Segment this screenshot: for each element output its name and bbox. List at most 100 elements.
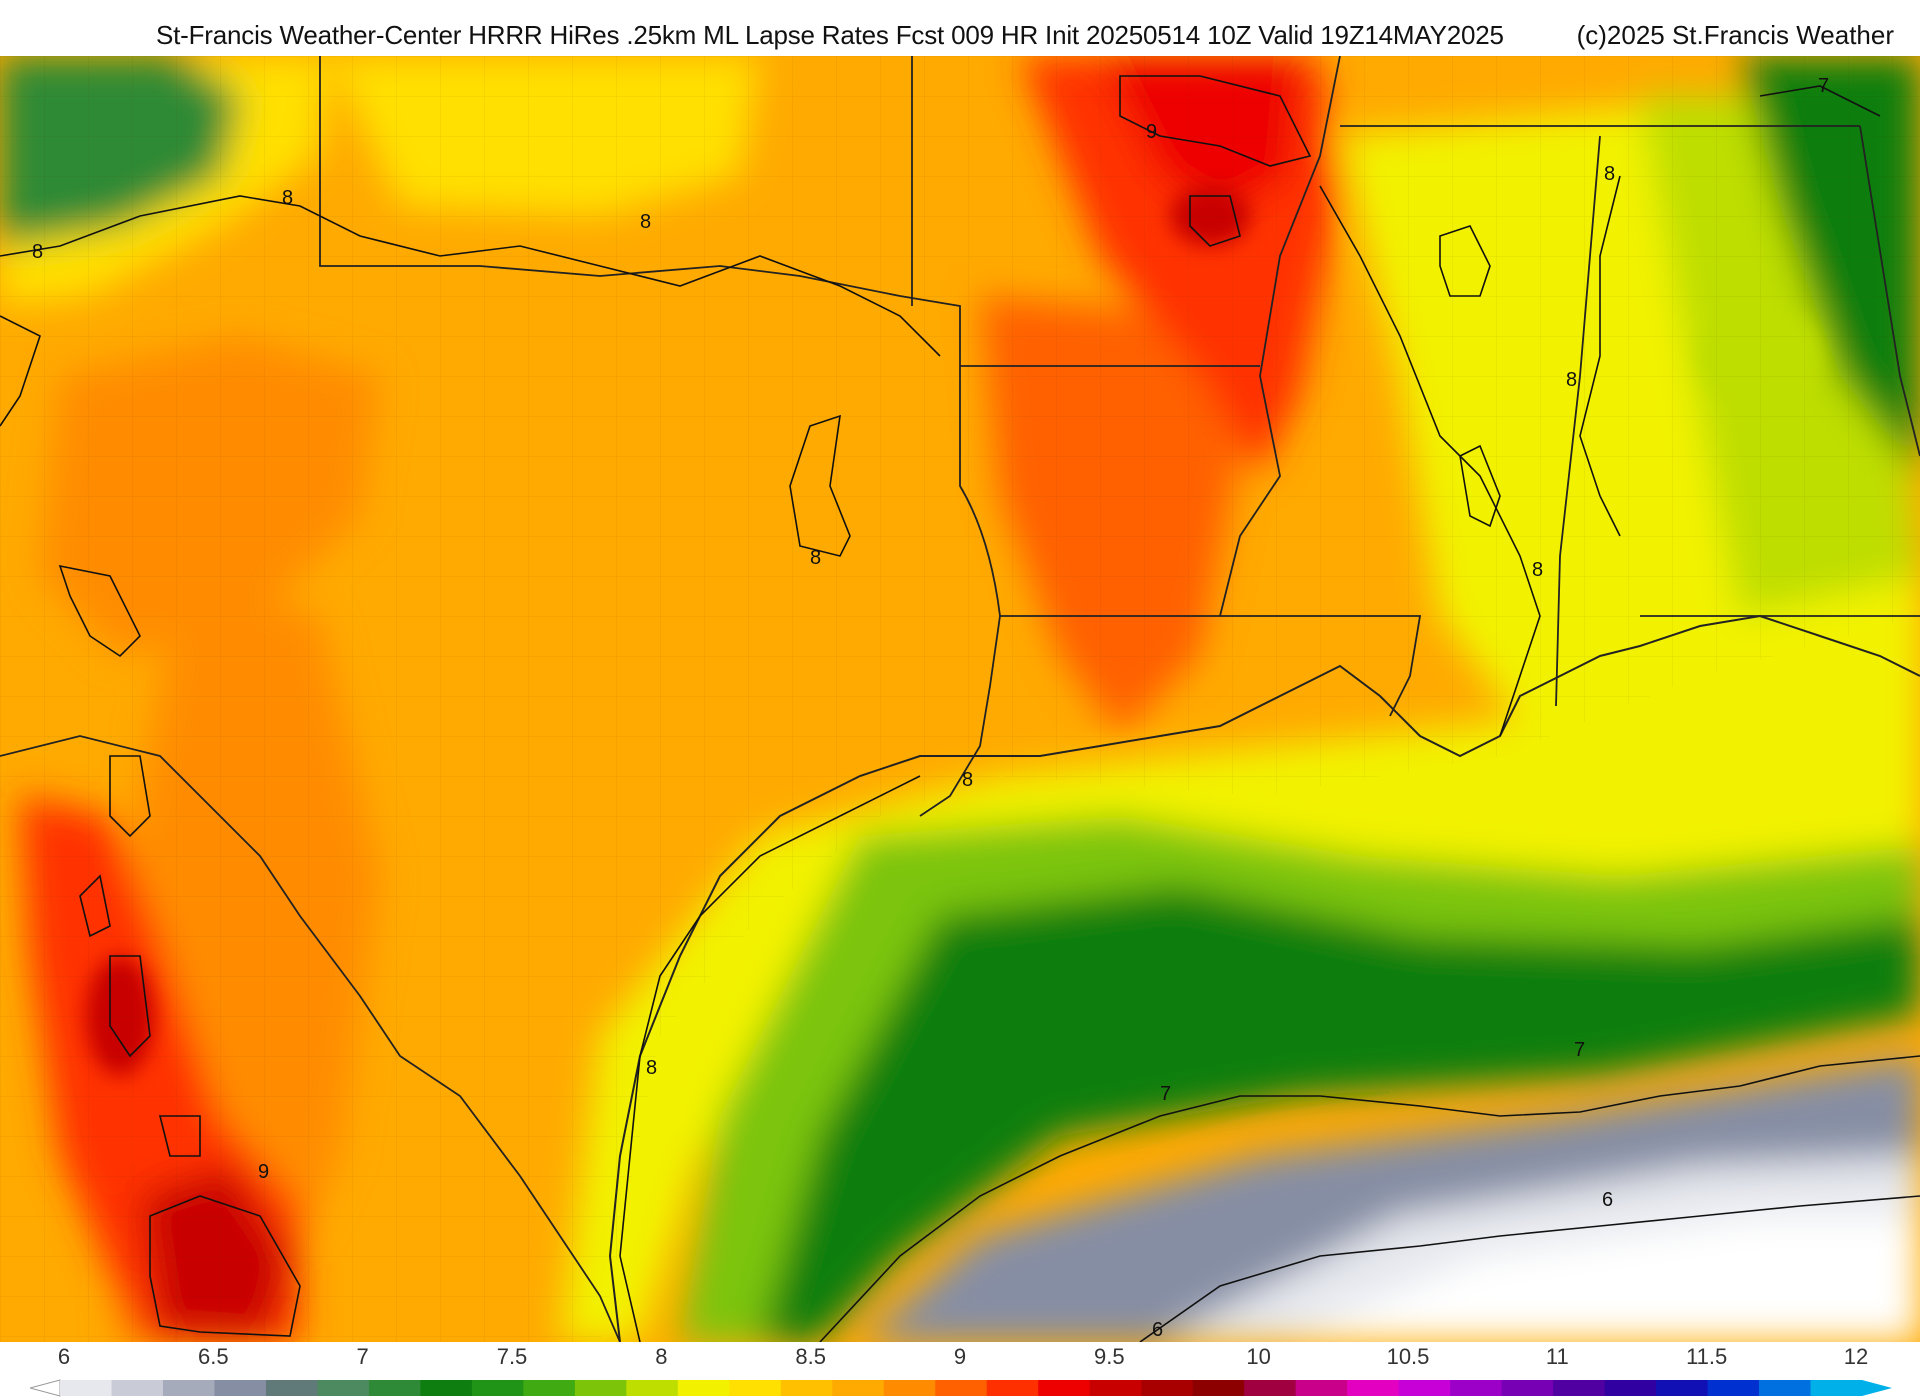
contour-8-tx-coast <box>619 775 921 1342</box>
legend-swatch <box>1347 1380 1400 1396</box>
lapse-rate-map: 8 8 8 9 8 7 8 8 8 8 8 9 7 7 6 6 <box>0 56 1920 1342</box>
border-texas-oklahoma <box>319 196 1001 817</box>
contour-label: 9 <box>1146 121 1157 143</box>
field-green-gulf <box>760 886 1920 1342</box>
contour-8-ms-blob <box>1439 225 1491 297</box>
legend-tick-label: 8.5 <box>795 1344 826 1369</box>
legend-swatch <box>883 1380 936 1396</box>
legend-swatch <box>729 1380 782 1396</box>
legend-swatch <box>1501 1380 1554 1396</box>
legend-swatch <box>1038 1380 1091 1396</box>
contour-label: 9 <box>258 1161 269 1183</box>
contour-label: 8 <box>810 547 821 569</box>
contour-8-mexico-loop <box>109 755 151 838</box>
legend-swatch <box>1604 1380 1657 1396</box>
legend-swatch <box>677 1380 730 1396</box>
legend-tick-label: 6.5 <box>198 1344 229 1369</box>
legend-swatch <box>1089 1380 1142 1396</box>
contour-label: 8 <box>32 241 43 263</box>
legend-swatch <box>935 1380 988 1396</box>
legend-arrow-high <box>1862 1380 1892 1396</box>
contour-9-mexico-1 <box>79 874 111 938</box>
legend-swatch <box>214 1380 267 1396</box>
contour-7-northeast <box>1759 85 1881 117</box>
contour-label: 8 <box>646 1057 657 1079</box>
legend-swatch <box>1192 1380 1245 1396</box>
legend-swatch <box>265 1380 318 1396</box>
legend-swatch <box>471 1380 524 1396</box>
legend-swatch <box>1656 1380 1709 1396</box>
state-borders <box>0 56 1920 1342</box>
legend-swatch <box>1707 1380 1760 1396</box>
contour-8-central-loop <box>789 414 851 557</box>
legend-tick-label: 8 <box>655 1344 668 1369</box>
contour-label: 7 <box>1818 75 1829 97</box>
border-al-ga <box>1859 125 1920 457</box>
contour-9-mexico-3 <box>158 1115 201 1157</box>
legend-tick-label: 7 <box>356 1344 369 1369</box>
legend-tick-label: 9.5 <box>1094 1344 1125 1369</box>
legend-swatch <box>111 1380 164 1396</box>
legend-colorbar <box>30 1379 1892 1397</box>
contour-label: 6 <box>1602 1189 1613 1211</box>
header: St-Francis Weather-Center HRRR HiRes .25… <box>0 0 1920 56</box>
contour-8-west-blob <box>58 564 141 658</box>
contour-label: 8 <box>1532 559 1543 581</box>
legend-tick-label: 6 <box>57 1344 71 1369</box>
contour-7-gulf <box>819 1055 1920 1342</box>
legend-swatch <box>523 1380 576 1396</box>
contour-label: 8 <box>1604 163 1615 185</box>
legend-swatch <box>1450 1380 1503 1396</box>
legend-tick-label: 9 <box>953 1344 967 1369</box>
contour-lines <box>0 75 1920 1342</box>
county-grid <box>0 56 1920 1342</box>
contour-label: 6 <box>1152 1319 1163 1341</box>
contour-8-north <box>0 195 941 357</box>
legend-arrow-low <box>30 1379 61 1397</box>
contour-8-west-loop <box>0 315 41 427</box>
contour-9-mexico-4 <box>149 1195 301 1337</box>
legend-swatch <box>1398 1380 1451 1396</box>
contour-label: 7 <box>1160 1083 1171 1105</box>
legend-tick-label: 10 <box>1246 1344 1271 1369</box>
legend-swatch <box>420 1380 473 1396</box>
legend-swatch <box>1295 1380 1348 1396</box>
copyright-credit: (c)2025 St.Francis Weather <box>1576 20 1894 50</box>
contour-9-mexico-2 <box>109 955 151 1058</box>
legend-tick-label: 11.5 <box>1686 1344 1728 1369</box>
legend-swatch <box>1553 1380 1606 1396</box>
contour-label: 8 <box>640 211 651 233</box>
legend-swatch <box>162 1380 215 1396</box>
map-title: St-Francis Weather-Center HRRR HiRes .25… <box>156 20 1504 50</box>
field-white-gulf <box>1280 1216 1920 1342</box>
contour-6-gulf <box>1139 1195 1920 1342</box>
legend-swatch <box>986 1380 1039 1396</box>
legend-swatch <box>1810 1380 1863 1396</box>
legend-tick-label: 11 <box>1545 1344 1569 1369</box>
legend-swatch <box>1244 1380 1297 1396</box>
border-arkansas-louisiana <box>1000 615 1422 717</box>
contour-9-missouri <box>1119 75 1312 167</box>
color-legend: 6 6.5 7 7.5 8 8.5 9 9.5 10 10.5 11 11.5 12 <box>0 1342 1920 1400</box>
legend-tick-label: 7.5 <box>496 1344 528 1369</box>
contour-8-alabama <box>1579 175 1621 537</box>
legend-tick-label: 12 <box>1843 1344 1869 1369</box>
legend-swatch <box>317 1380 370 1396</box>
legend-swatch <box>574 1380 627 1396</box>
gulf-coastline <box>608 614 1920 1342</box>
legend-swatch <box>832 1380 885 1396</box>
contour-label: 8 <box>282 187 293 209</box>
border-mississippi-river <box>1219 56 1341 617</box>
legend-swatch <box>626 1380 679 1396</box>
legend-tick-label: 10.5 <box>1386 1344 1430 1369</box>
legend-swatch <box>780 1380 833 1396</box>
legend-swatch <box>368 1380 421 1396</box>
contour-9-missouri-spot <box>1189 195 1241 247</box>
border-ms-al <box>1555 135 1601 707</box>
contour-label: 8 <box>962 769 973 791</box>
border-us-mexico <box>0 735 621 1342</box>
legend-swatch <box>1759 1380 1812 1396</box>
contour-label: 7 <box>1574 1039 1585 1061</box>
contour-8-al-blob <box>1459 444 1501 528</box>
legend-swatch <box>1141 1380 1194 1396</box>
